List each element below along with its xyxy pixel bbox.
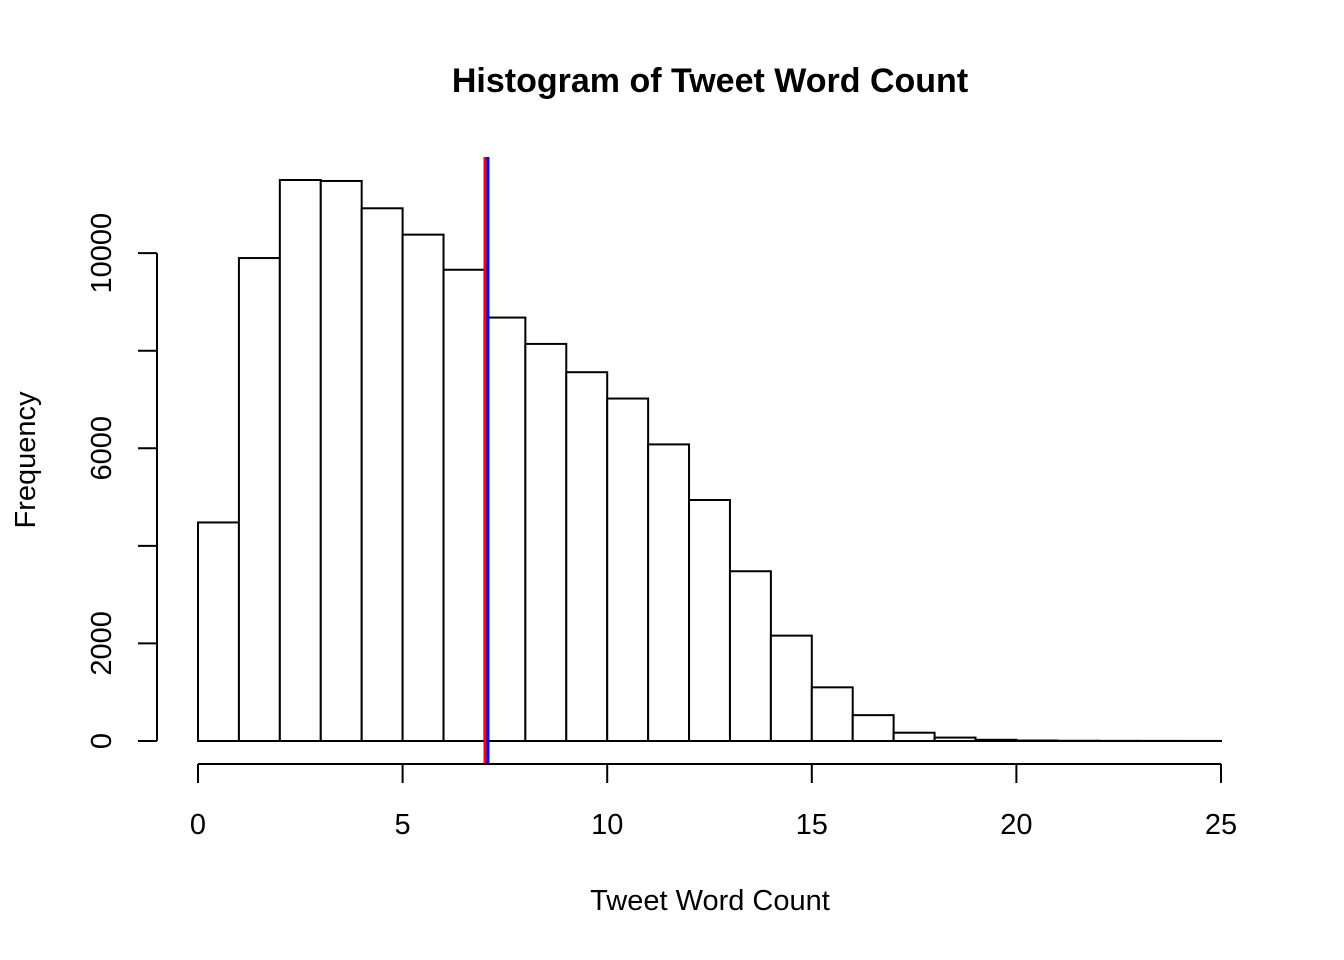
histogram-bar bbox=[319, 179, 363, 742]
y-axis: 0 2000 6000 10000 bbox=[86, 213, 158, 749]
histogram-bar bbox=[483, 316, 527, 742]
histogram-bar bbox=[606, 397, 650, 742]
y-axis-label: Frequency bbox=[10, 391, 42, 529]
histogram-bar bbox=[688, 499, 731, 742]
histogram-bar bbox=[401, 233, 445, 742]
histogram-bar bbox=[237, 257, 281, 742]
histogram-bar bbox=[728, 570, 772, 742]
x-axis-label: Tweet Word Count bbox=[590, 885, 830, 917]
histogram-bar bbox=[769, 634, 813, 743]
x-tick-label: 20 bbox=[1000, 809, 1032, 841]
x-tick-label: 10 bbox=[591, 809, 623, 841]
y-tick-label: 0 bbox=[86, 733, 118, 749]
x-tick-label: 25 bbox=[1205, 809, 1237, 841]
histogram-bar bbox=[810, 686, 854, 742]
histogram-bar bbox=[933, 736, 977, 742]
x-tick-label: 5 bbox=[395, 809, 411, 841]
histogram-bar bbox=[647, 443, 691, 742]
histogram-bars bbox=[197, 179, 1222, 743]
y-tick-label: 2000 bbox=[86, 611, 118, 676]
x-tick-label: 0 bbox=[190, 809, 206, 841]
histogram-bar bbox=[892, 731, 936, 743]
histogram-bar bbox=[442, 268, 486, 742]
chart-title: Histogram of Tweet Word Count bbox=[452, 62, 968, 100]
y-tick-label: 10000 bbox=[86, 213, 118, 294]
histogram-bar bbox=[360, 207, 404, 743]
histogram-bar bbox=[197, 521, 240, 742]
y-tick-label: 6000 bbox=[86, 416, 118, 481]
histogram-bar bbox=[851, 714, 895, 742]
histogram-bar bbox=[565, 371, 609, 742]
histogram-bar bbox=[278, 179, 322, 742]
x-tick-label: 15 bbox=[796, 809, 828, 841]
x-axis: 0 5 10 15 20 25 bbox=[190, 763, 1237, 841]
histogram-bar bbox=[524, 342, 568, 742]
reference-lines bbox=[483, 157, 490, 764]
histogram-bar bbox=[974, 738, 1018, 743]
